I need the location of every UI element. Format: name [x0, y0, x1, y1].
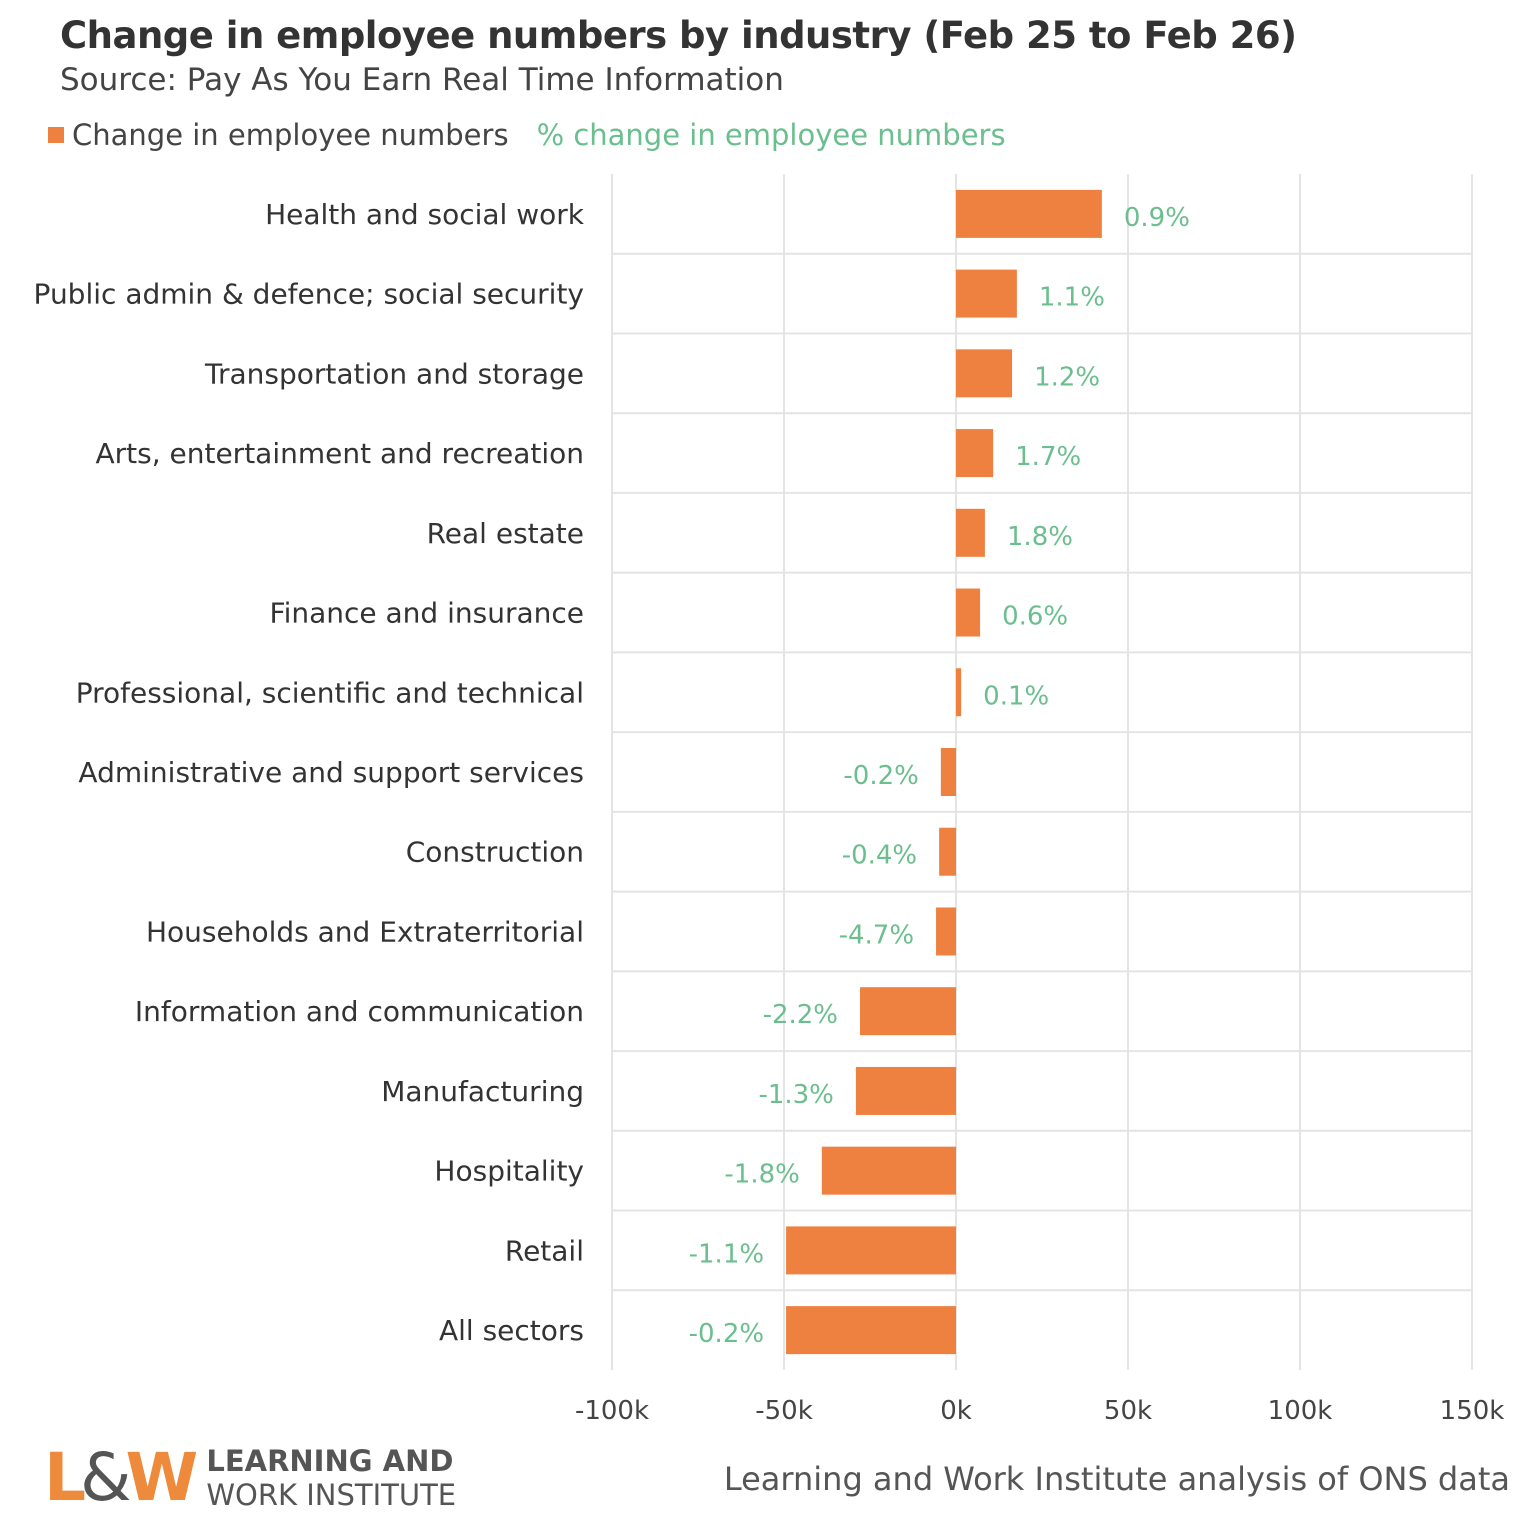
- legend-label-pct: % change in employee numbers: [536, 118, 1006, 152]
- pct-label: -0.4%: [842, 841, 917, 871]
- bar: [821, 1146, 956, 1195]
- category-label: Manufacturing: [381, 1075, 584, 1108]
- bar: [940, 748, 956, 796]
- category-label: Administrative and support services: [78, 756, 584, 789]
- pct-label: -0.2%: [689, 1319, 764, 1349]
- bar: [956, 508, 985, 557]
- pct-label: 1.1%: [1039, 283, 1105, 313]
- bar: [956, 269, 1017, 318]
- bar: [956, 668, 962, 717]
- pct-label: 1.2%: [1034, 362, 1100, 392]
- x-tick-label: 150k: [1440, 1396, 1505, 1426]
- pct-label: -0.2%: [843, 761, 918, 791]
- bar: [786, 1226, 956, 1275]
- caption: Learning and Work Institute analysis of …: [723, 1460, 1510, 1498]
- bar: [956, 429, 994, 478]
- bar: [956, 588, 981, 637]
- category-label: All sectors: [439, 1314, 584, 1347]
- x-tick-label: 100k: [1268, 1396, 1333, 1426]
- pct-label: -4.7%: [839, 920, 914, 950]
- category-label: Hospitality: [434, 1155, 584, 1188]
- category-label: Public admin & defence; social security: [34, 278, 584, 311]
- logo-line1: LEARNING AND: [206, 1444, 454, 1478]
- pct-label: -1.3%: [758, 1080, 833, 1110]
- logo-text: LEARNING AND WORK INSTITUTE: [206, 1444, 456, 1512]
- category-label: Construction: [406, 836, 584, 869]
- x-tick-label: -100k: [575, 1396, 649, 1426]
- pct-label: 1.8%: [1007, 522, 1073, 552]
- legend-swatch-bar: [48, 127, 64, 143]
- x-tick-label: 0k: [940, 1396, 972, 1426]
- chart-subtitle: Source: Pay As You Earn Real Time Inform…: [60, 62, 784, 98]
- bar: [956, 189, 1102, 238]
- category-label: Arts, entertainment and recreation: [95, 437, 584, 470]
- pct-label: 0.6%: [1002, 602, 1068, 632]
- legend-label-change: Change in employee numbers: [72, 118, 509, 152]
- bar: [936, 907, 956, 956]
- x-tick-label: 50k: [1104, 1396, 1152, 1426]
- category-label: Information and communication: [135, 995, 584, 1028]
- bar: [786, 1306, 956, 1355]
- pct-label: 0.1%: [983, 681, 1049, 711]
- bar: [939, 827, 956, 876]
- pct-label: -2.2%: [763, 1000, 838, 1030]
- pct-label: -1.1%: [689, 1239, 764, 1269]
- pct-label: -1.8%: [724, 1160, 799, 1190]
- logo-line2: WORK INSTITUTE: [206, 1478, 457, 1512]
- x-tick-label: -50k: [755, 1396, 813, 1426]
- chart-title: Change in employee numbers by industry (…: [60, 14, 1297, 57]
- category-label: Households and Extraterritorial: [146, 915, 584, 948]
- category-label: Real estate: [427, 517, 584, 550]
- logo-mark: L&W: [44, 1439, 198, 1516]
- category-label: Health and social work: [265, 198, 585, 231]
- bar-chart: -100k -50k 0k 50k 100k 150k Health and social …: [34, 174, 1505, 1426]
- category-label: Transportation and storage: [204, 357, 584, 390]
- logo: L&W LEARNING AND WORK INSTITUTE: [44, 1444, 456, 1512]
- bar: [855, 1066, 956, 1115]
- category-label: Retail: [505, 1234, 584, 1267]
- pct-label: 1.7%: [1015, 442, 1081, 472]
- bar: [956, 349, 1013, 398]
- category-label: Professional, scientific and technical: [76, 676, 584, 709]
- category-label: Finance and insurance: [270, 597, 585, 630]
- legend: Change in employee numbers % change in e…: [48, 118, 1006, 152]
- bar: [860, 987, 956, 1036]
- pct-label: 0.9%: [1124, 203, 1190, 233]
